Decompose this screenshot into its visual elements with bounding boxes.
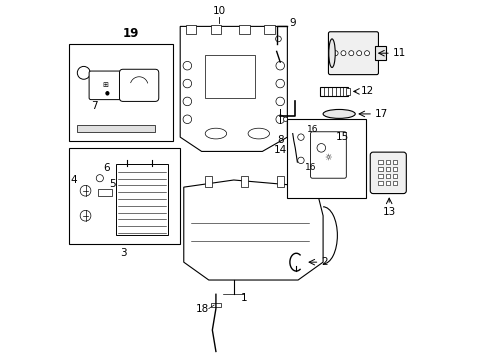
Bar [69, 44, 173, 141]
Circle shape [183, 115, 191, 123]
Text: 13: 13 [382, 207, 395, 217]
Text: 12: 12 [360, 86, 373, 96]
Bar [185, 24, 196, 33]
Bar [77, 125, 155, 132]
Text: 6: 6 [103, 163, 110, 173]
Bar [210, 303, 221, 307]
Bar [385, 159, 389, 164]
Circle shape [96, 175, 103, 182]
Circle shape [348, 51, 353, 56]
Text: ⊞: ⊞ [102, 82, 108, 88]
Text: 19: 19 [123, 27, 139, 40]
Text: ●: ● [104, 90, 109, 95]
Bar [385, 167, 389, 171]
Circle shape [364, 51, 369, 56]
Text: 3: 3 [120, 248, 126, 258]
Ellipse shape [328, 39, 335, 67]
Bar [264, 24, 274, 33]
Bar [378, 167, 382, 171]
Text: 17: 17 [374, 109, 387, 119]
FancyBboxPatch shape [119, 69, 159, 102]
Text: 2: 2 [321, 257, 327, 267]
FancyBboxPatch shape [346, 88, 349, 95]
FancyBboxPatch shape [319, 87, 347, 96]
Circle shape [340, 51, 345, 56]
Text: 15: 15 [335, 132, 348, 142]
Ellipse shape [323, 109, 354, 118]
Circle shape [80, 185, 91, 196]
FancyBboxPatch shape [369, 152, 406, 194]
Polygon shape [180, 26, 287, 152]
Bar [239, 24, 249, 33]
Text: 4: 4 [70, 175, 77, 185]
Text: 7: 7 [91, 102, 97, 111]
Text: 16: 16 [306, 126, 318, 135]
Bar [205, 176, 212, 187]
Circle shape [80, 210, 91, 221]
Text: 16: 16 [304, 163, 315, 172]
Circle shape [297, 157, 304, 163]
Text: 9: 9 [288, 18, 295, 28]
Bar [385, 174, 389, 178]
FancyBboxPatch shape [374, 46, 385, 60]
Text: 11: 11 [392, 48, 405, 58]
Circle shape [283, 117, 287, 121]
Bar [210, 24, 221, 33]
Circle shape [275, 36, 281, 42]
Bar [378, 159, 382, 164]
Circle shape [77, 66, 90, 79]
Bar [392, 159, 396, 164]
Circle shape [183, 62, 191, 70]
Circle shape [275, 97, 284, 106]
Circle shape [275, 79, 284, 88]
Ellipse shape [247, 128, 269, 139]
Bar [378, 181, 382, 185]
Text: 1: 1 [241, 293, 247, 302]
Bar [378, 174, 382, 178]
Circle shape [275, 115, 284, 123]
Bar [392, 167, 396, 171]
Text: 5: 5 [108, 179, 115, 189]
Text: 8: 8 [276, 135, 283, 145]
Bar [241, 176, 247, 187]
Bar [69, 148, 180, 244]
Circle shape [183, 97, 191, 106]
Bar [205, 55, 255, 98]
Circle shape [275, 62, 284, 70]
Bar [392, 174, 396, 178]
Circle shape [332, 51, 337, 56]
Circle shape [297, 134, 304, 140]
Bar [392, 181, 396, 185]
Text: ☼: ☼ [324, 152, 331, 161]
Text: 14: 14 [273, 145, 286, 155]
Polygon shape [183, 180, 323, 280]
Circle shape [183, 79, 191, 88]
Ellipse shape [205, 128, 226, 139]
FancyBboxPatch shape [310, 132, 346, 178]
Circle shape [316, 144, 325, 152]
Bar [385, 181, 389, 185]
Bar [287, 119, 365, 198]
FancyBboxPatch shape [328, 32, 378, 75]
Bar [116, 164, 167, 235]
Text: 18: 18 [195, 303, 208, 314]
Text: 10: 10 [212, 6, 225, 16]
Bar [276, 176, 283, 187]
FancyBboxPatch shape [89, 71, 121, 100]
Circle shape [356, 51, 361, 56]
Bar [98, 189, 112, 196]
